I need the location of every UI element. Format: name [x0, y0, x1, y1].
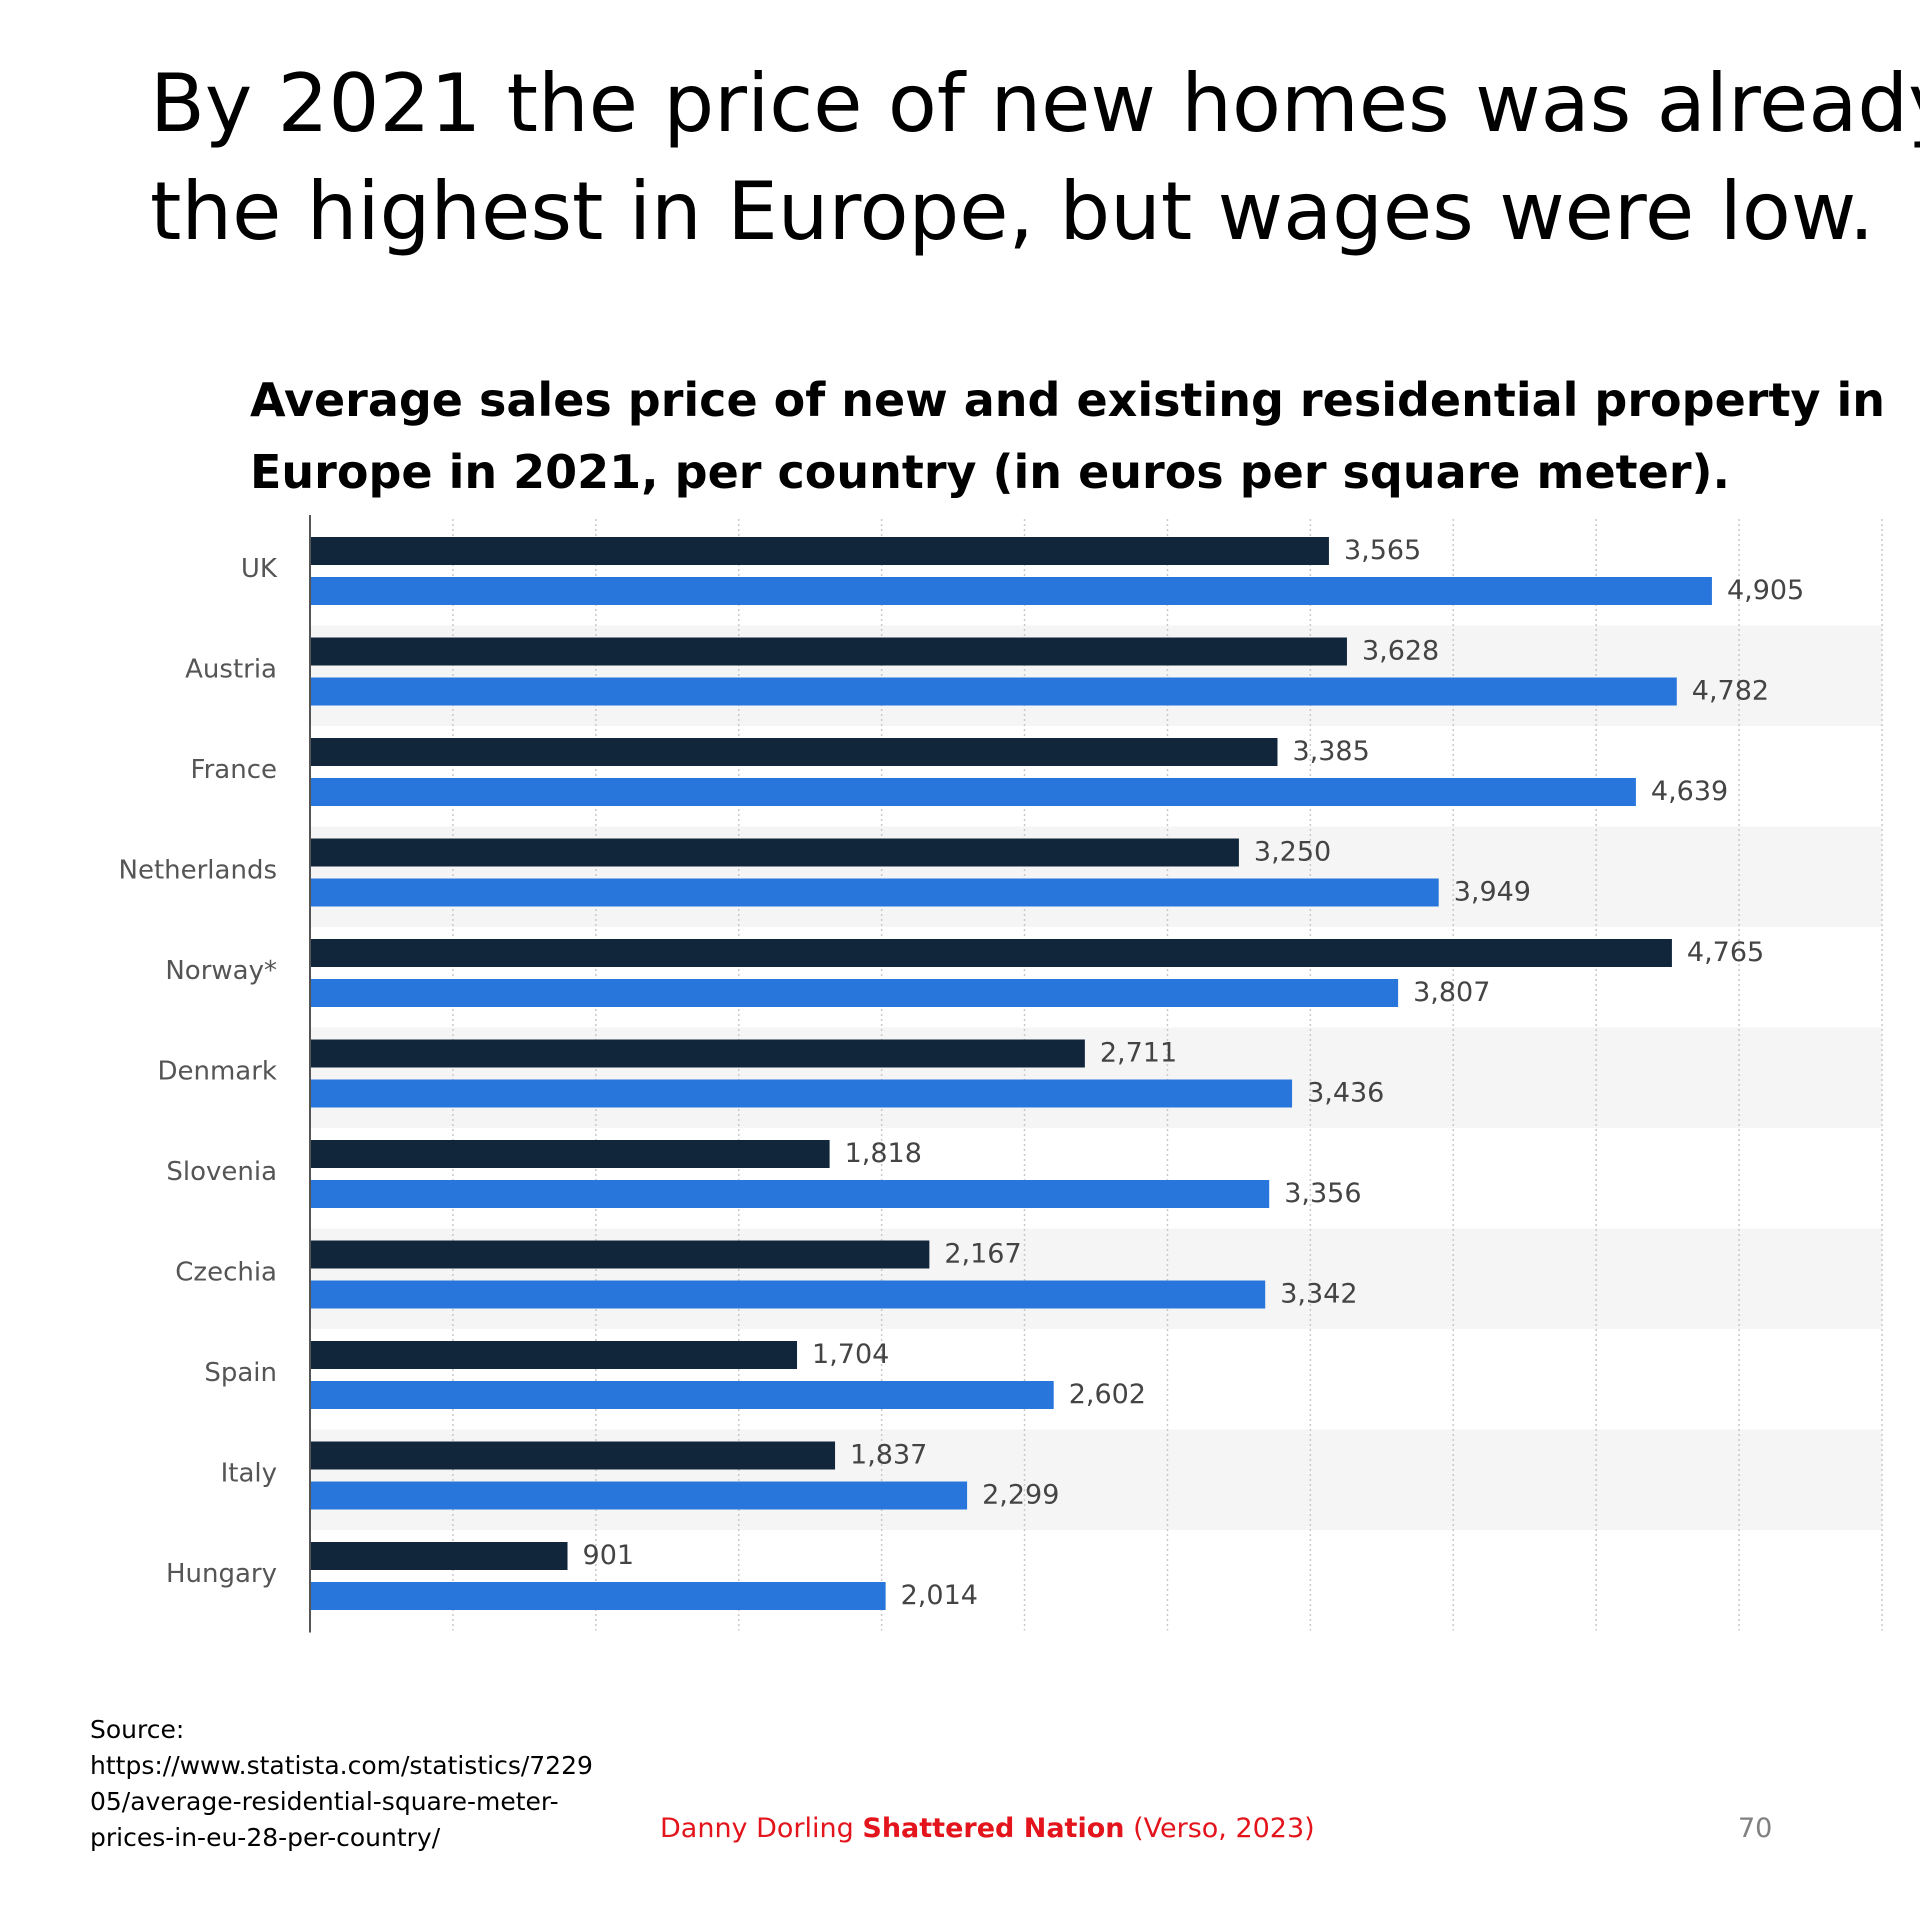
- credit-book-title: Shattered Nation: [862, 1813, 1125, 1844]
- bar: [310, 939, 1672, 967]
- credit-author: Danny Dorling: [660, 1813, 863, 1844]
- bar: [310, 838, 1239, 867]
- value-label: 4,905: [1727, 575, 1804, 606]
- value-label: 1,704: [812, 1339, 889, 1370]
- slide-title: By 2021 the price of new homes was alrea…: [150, 50, 1920, 266]
- source-line-4: prices-in-eu-28-per-country/: [90, 1823, 441, 1852]
- bar: [310, 1542, 568, 1570]
- source-note: Source: https://www.statista.com/statist…: [90, 1712, 593, 1856]
- value-label: 3,807: [1413, 977, 1490, 1008]
- slide-title-line-1: By 2021 the price of new homes was alrea…: [150, 57, 1920, 150]
- category-label: UK: [241, 554, 278, 584]
- bar-chart: UK 3,565 4,905 Austria 3,628 4,782 France 3,385…: [119, 515, 1883, 1633]
- source-line-1: Source:: [90, 1715, 185, 1744]
- value-label: 2,711: [1100, 1038, 1177, 1069]
- bar: [310, 1341, 798, 1369]
- credit-publisher: (Verso, 2023): [1124, 1813, 1315, 1844]
- value-label: 3,342: [1280, 1279, 1357, 1310]
- value-label: 2,014: [901, 1580, 978, 1611]
- value-label: 3,250: [1254, 837, 1331, 868]
- bar: [310, 1140, 830, 1168]
- bar: [310, 1240, 930, 1269]
- category-label: Italy: [221, 1459, 277, 1489]
- value-label: 1,837: [850, 1440, 927, 1471]
- chart-title-line-2: Europe in 2021, per country (in euros pe…: [250, 445, 1731, 499]
- book-credit: Danny Dorling Shattered Nation (Verso, 2…: [660, 1813, 1315, 1844]
- bar: [310, 1180, 1270, 1208]
- category-label: Hungary: [166, 1559, 277, 1589]
- value-label: 4,782: [1692, 676, 1769, 707]
- bar: [310, 878, 1439, 907]
- value-label: 2,299: [982, 1480, 1059, 1511]
- category-label: Norway*: [165, 956, 277, 986]
- chart-title-line-1: Average sales price of new and existing …: [250, 373, 1885, 427]
- value-label: 3,436: [1307, 1078, 1384, 1109]
- value-label: 3,565: [1344, 535, 1421, 566]
- bar: [310, 1481, 968, 1510]
- bar: [310, 1079, 1293, 1108]
- value-label: 2,602: [1069, 1379, 1146, 1410]
- value-label: 3,356: [1284, 1178, 1361, 1209]
- value-label: 3,949: [1454, 877, 1531, 908]
- value-label: 1,818: [845, 1138, 922, 1169]
- category-label: Spain: [204, 1358, 277, 1388]
- bar: [310, 979, 1399, 1007]
- value-label: 4,639: [1651, 776, 1728, 807]
- value-label: 901: [583, 1540, 635, 1571]
- category-label: France: [191, 755, 277, 785]
- category-label: Slovenia: [166, 1157, 277, 1187]
- source-line-2: https://www.statista.com/statistics/7229: [90, 1751, 593, 1780]
- bar: [310, 1280, 1266, 1309]
- bar: [310, 1381, 1054, 1409]
- page-number: 70: [1738, 1813, 1773, 1844]
- source-line-3: 05/average-residential-square-meter-: [90, 1787, 559, 1816]
- bar: [310, 1039, 1085, 1068]
- bar: [310, 577, 1712, 605]
- bar: [310, 738, 1278, 766]
- value-label: 4,765: [1687, 937, 1764, 968]
- category-label: Czechia: [175, 1258, 277, 1288]
- bar: [310, 637, 1347, 666]
- category-label: Denmark: [157, 1057, 277, 1087]
- bar: [310, 1582, 886, 1610]
- bar: [310, 537, 1329, 565]
- bar: [310, 1441, 836, 1470]
- slide-title-line-2: the highest in Europe, but wages were lo…: [150, 165, 1875, 258]
- value-label: 2,167: [944, 1239, 1021, 1270]
- bar: [310, 677, 1677, 706]
- category-label: Netherlands: [119, 856, 278, 886]
- bar: [310, 778, 1636, 806]
- chart-title: Average sales price of new and existing …: [250, 364, 1885, 508]
- category-label: Austria: [185, 655, 277, 685]
- value-label: 3,385: [1292, 736, 1369, 767]
- value-label: 3,628: [1362, 636, 1439, 667]
